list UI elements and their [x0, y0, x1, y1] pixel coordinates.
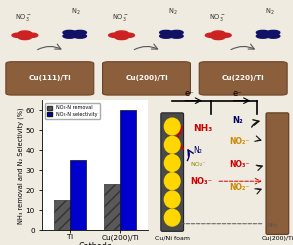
Circle shape	[115, 35, 128, 40]
FancyBboxPatch shape	[161, 113, 184, 231]
Circle shape	[122, 33, 134, 37]
Circle shape	[256, 34, 269, 38]
Text: NO₃⁻: NO₃⁻	[229, 160, 249, 169]
Circle shape	[267, 34, 280, 38]
Text: NO₂⁻: NO₂⁻	[229, 183, 249, 192]
Circle shape	[18, 31, 31, 35]
Circle shape	[74, 34, 86, 38]
Circle shape	[218, 33, 231, 37]
Circle shape	[63, 34, 76, 38]
Bar	[70, 160, 86, 230]
Circle shape	[164, 136, 180, 153]
Text: NO₃⁻: NO₃⁻	[191, 177, 213, 186]
Circle shape	[205, 33, 218, 37]
Text: NH₃: NH₃	[193, 123, 213, 133]
Text: NO₂⁻: NO₂⁻	[229, 137, 249, 146]
Circle shape	[116, 34, 127, 37]
Circle shape	[12, 33, 25, 37]
Circle shape	[25, 33, 38, 37]
FancyBboxPatch shape	[103, 62, 190, 95]
Text: N₂: N₂	[193, 146, 202, 155]
Text: Cu(200)/Ti: Cu(200)/Ti	[125, 75, 168, 81]
Bar	[120, 110, 137, 230]
Circle shape	[170, 34, 183, 38]
Text: Cu(220)/Ti: Cu(220)/Ti	[222, 75, 265, 81]
Legend: NO₃-N removal, NO₃-N selectivity: NO₃-N removal, NO₃-N selectivity	[45, 103, 100, 119]
Bar	[104, 184, 120, 230]
Text: Cu(200)/Ti: Cu(200)/Ti	[261, 236, 293, 241]
Circle shape	[109, 33, 122, 37]
Text: N$_2$: N$_2$	[265, 7, 274, 17]
Text: NH₃: NH₃	[268, 223, 278, 228]
Circle shape	[115, 31, 128, 35]
Text: NO$_3^-$: NO$_3^-$	[15, 12, 32, 23]
Circle shape	[213, 34, 224, 37]
Circle shape	[164, 118, 180, 135]
Text: Cu/Ni foam: Cu/Ni foam	[155, 236, 190, 241]
Bar	[54, 200, 70, 230]
Text: NO$_3^-$: NO$_3^-$	[112, 12, 128, 23]
Circle shape	[170, 30, 183, 35]
Circle shape	[256, 30, 269, 35]
Text: N₂: N₂	[232, 116, 243, 125]
Text: NO₂⁻: NO₂⁻	[191, 162, 206, 167]
Circle shape	[18, 35, 31, 40]
Circle shape	[212, 35, 225, 40]
Circle shape	[20, 34, 30, 37]
Text: e⁻: e⁻	[185, 89, 194, 98]
Circle shape	[164, 155, 180, 171]
FancyBboxPatch shape	[6, 62, 94, 95]
Text: N$_2$: N$_2$	[71, 7, 81, 17]
Circle shape	[164, 209, 180, 226]
X-axis label: Cathode: Cathode	[78, 242, 112, 245]
Text: N$_2$: N$_2$	[168, 7, 178, 17]
Circle shape	[164, 173, 180, 190]
Circle shape	[212, 31, 225, 35]
Circle shape	[63, 30, 76, 35]
FancyBboxPatch shape	[266, 113, 289, 234]
Circle shape	[74, 30, 86, 35]
Circle shape	[160, 30, 173, 35]
Circle shape	[164, 191, 180, 208]
FancyBboxPatch shape	[199, 62, 287, 95]
Y-axis label: NH₃ removal and N₂ Selectivity (%): NH₃ removal and N₂ Selectivity (%)	[18, 107, 24, 224]
Text: Cu(111)/Ti: Cu(111)/Ti	[28, 75, 71, 81]
Text: e⁻: e⁻	[233, 89, 242, 98]
Circle shape	[267, 30, 280, 35]
Text: NO$_3^-$: NO$_3^-$	[209, 12, 225, 23]
Circle shape	[160, 34, 173, 38]
